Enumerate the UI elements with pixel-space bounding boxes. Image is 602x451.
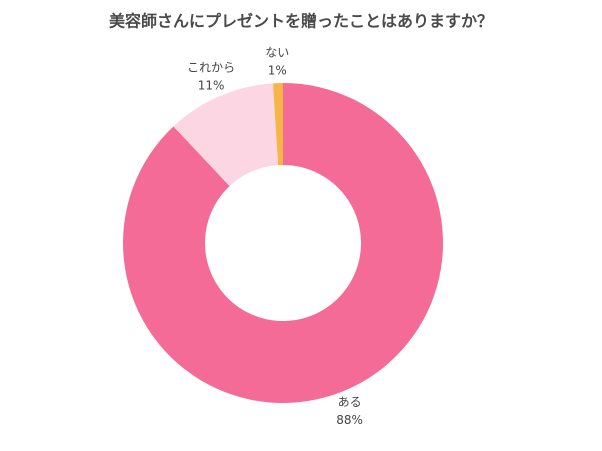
slice-value-label: 88%	[336, 413, 363, 427]
slice-label: これから	[187, 60, 235, 74]
slice-label: ある	[338, 395, 362, 409]
slice-label: ない	[265, 46, 289, 60]
pie-slice	[122, 83, 444, 403]
pie-slice	[173, 83, 279, 187]
pie-slice	[272, 83, 283, 166]
slice-value-label: 11%	[198, 78, 225, 92]
chart-title: 美容師さんにプレゼントを贈ったことはありますか？	[109, 12, 493, 31]
slice-value-label: 1%	[268, 64, 287, 78]
